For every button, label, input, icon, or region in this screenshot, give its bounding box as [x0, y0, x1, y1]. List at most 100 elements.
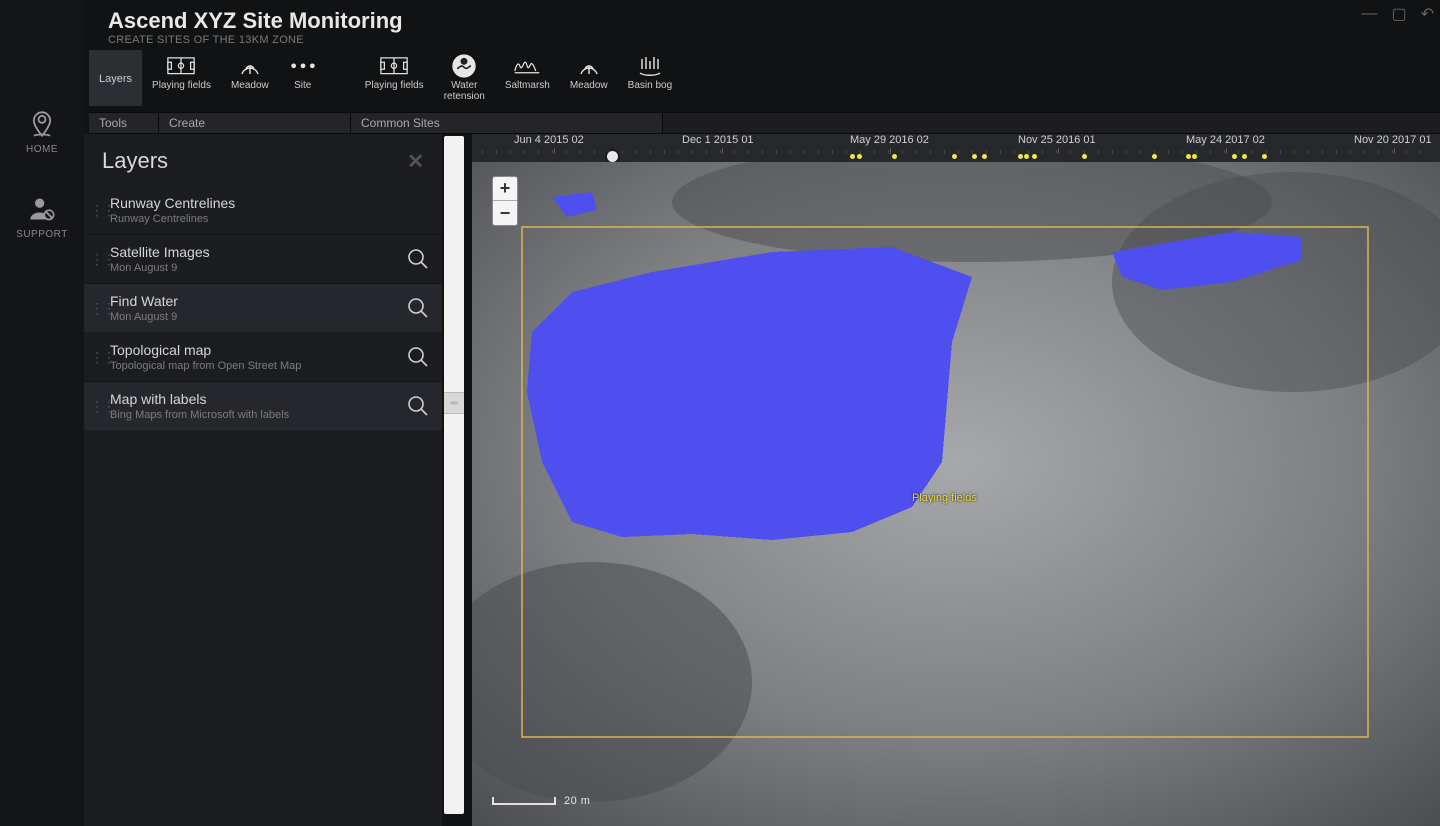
- layer-row[interactable]: ⋮⋮ Satellite Images Mon August 9: [84, 235, 442, 284]
- ribbon-playing-fields2[interactable]: Playing fields: [355, 50, 434, 106]
- magnify-icon[interactable]: [406, 247, 430, 271]
- timeline-marker[interactable]: [982, 154, 987, 159]
- drag-grip-icon[interactable]: ⋮⋮: [90, 256, 104, 262]
- zoom-in-button[interactable]: +: [493, 177, 517, 201]
- rail-support-label: SUPPORT: [16, 229, 68, 240]
- drag-grip-icon[interactable]: ⋮⋮: [90, 403, 104, 409]
- tabstrip: Tools Create Common Sites: [89, 112, 1440, 134]
- map-viewport: Jun 4 2015 02Dec 1 2015 01May 29 2016 02…: [472, 134, 1440, 826]
- tab-create[interactable]: Create: [159, 113, 351, 133]
- panel-header: Layers ✕: [84, 134, 442, 186]
- ribbon-basin-bog[interactable]: Basin bog: [618, 50, 682, 106]
- water-retension-icon: [450, 56, 478, 76]
- playing-fields2-icon: [380, 56, 408, 76]
- left-rail: HOME SUPPORT: [0, 0, 84, 826]
- slider-handle[interactable]: ═: [444, 392, 464, 414]
- basin-bog-icon: [636, 56, 664, 76]
- timeline-marker[interactable]: [952, 154, 957, 159]
- timeline-marker[interactable]: [1186, 154, 1191, 159]
- layer-subtitle: Bing Maps from Microsoft with labels: [110, 409, 406, 421]
- maximize-icon[interactable]: ▢: [1391, 4, 1406, 24]
- tab-tools[interactable]: Tools: [89, 113, 159, 133]
- timeline-marker[interactable]: [972, 154, 977, 159]
- header: Ascend XYZ Site Monitoring CREATE SITES …: [84, 0, 1440, 130]
- playing-fields-icon: [167, 56, 195, 76]
- saltmarsh-icon: [513, 56, 541, 76]
- ribbon-label: Meadow: [231, 80, 269, 91]
- layer-subtitle: Topological map from Open Street Map: [110, 360, 406, 372]
- timeline-marker[interactable]: [1082, 154, 1087, 159]
- layers-panel: Layers ✕ ⋮⋮ Runway Centrelines Runway Ce…: [84, 134, 442, 826]
- layer-row[interactable]: ⋮⋮ Map with labels Bing Maps from Micros…: [84, 382, 442, 431]
- layer-row[interactable]: ⋮⋮ Topological map Topological map from …: [84, 333, 442, 382]
- ribbon-water-retension[interactable]: Water retension: [434, 50, 495, 106]
- drag-grip-icon[interactable]: ⋮⋮: [90, 305, 104, 311]
- drag-grip-icon[interactable]: ⋮⋮: [90, 354, 104, 360]
- timeline-marker[interactable]: [1262, 154, 1267, 159]
- layer-row[interactable]: ⋮⋮ Find Water Mon August 9: [84, 284, 442, 333]
- undo-icon[interactable]: ↶: [1421, 4, 1434, 24]
- timeline-label: Nov 20 2017 01: [1354, 134, 1432, 146]
- site-icon: [289, 56, 317, 76]
- ribbon-layers[interactable]: Layers: [89, 50, 142, 106]
- layer-title: Satellite Images: [110, 244, 406, 260]
- rail-support[interactable]: SUPPORT: [16, 195, 68, 240]
- timeline-marker[interactable]: [1024, 154, 1029, 159]
- timeline-marker[interactable]: [1192, 154, 1197, 159]
- app-subtitle: CREATE SITES OF THE 13KM ZONE: [108, 34, 304, 46]
- timeline-marker[interactable]: [1018, 154, 1023, 159]
- zoom-out-button[interactable]: −: [493, 201, 517, 225]
- timeline-label: Nov 25 2016 01: [1018, 134, 1096, 146]
- drag-grip-icon[interactable]: ⋮⋮: [90, 207, 104, 213]
- magnify-icon[interactable]: [406, 198, 430, 222]
- timeline-marker[interactable]: [1152, 154, 1157, 159]
- timeline-marker[interactable]: [857, 154, 862, 159]
- ribbon-label: Basin bog: [628, 80, 672, 91]
- rail-home[interactable]: HOME: [26, 110, 58, 155]
- magnify-icon[interactable]: [406, 296, 430, 320]
- layer-subtitle: Mon August 9: [110, 262, 406, 274]
- window-controls: — ▢ ↶: [1361, 4, 1434, 24]
- site-label[interactable]: Playing fields: [912, 492, 977, 504]
- layer-list: ⋮⋮ Runway Centrelines Runway Centrelines…: [84, 186, 442, 431]
- layer-title: Map with labels: [110, 391, 406, 407]
- layer-title: Find Water: [110, 293, 406, 309]
- ribbon-layers-label: Layers: [99, 74, 132, 85]
- map-area[interactable]: + − 20 m Playing fields: [472, 162, 1440, 826]
- ribbon-saltmarsh[interactable]: Saltmarsh: [495, 50, 560, 106]
- timeline-cursor[interactable]: [607, 151, 618, 162]
- scale-bar: 20 m: [492, 792, 590, 810]
- magnify-icon[interactable]: [406, 394, 430, 418]
- ribbon-meadow[interactable]: Meadow: [221, 50, 279, 106]
- timeline-marker[interactable]: [1032, 154, 1037, 159]
- ribbon-label: Playing fields: [152, 80, 211, 91]
- minimize-icon[interactable]: —: [1361, 5, 1377, 23]
- ribbon-playing-fields[interactable]: Playing fields: [142, 50, 221, 106]
- layer-row[interactable]: ⋮⋮ Runway Centrelines Runway Centrelines: [84, 186, 442, 235]
- timeline-marker[interactable]: [1232, 154, 1237, 159]
- ribbon: Layers Playing fields Meadow Site Playing …: [89, 50, 1440, 112]
- magnify-icon[interactable]: [406, 345, 430, 369]
- timeline-label: May 24 2017 02: [1186, 134, 1265, 146]
- timeline[interactable]: Jun 4 2015 02Dec 1 2015 01May 29 2016 02…: [472, 134, 1440, 162]
- timeline-marker[interactable]: [1242, 154, 1247, 159]
- layer-title: Topological map: [110, 342, 406, 358]
- scale-bar-line: [492, 797, 556, 805]
- ribbon-site[interactable]: Site: [279, 50, 327, 106]
- support-icon: [28, 195, 56, 223]
- close-icon[interactable]: ✕: [407, 149, 424, 174]
- timeline-marker[interactable]: [892, 154, 897, 159]
- ribbon-label: Meadow: [570, 80, 608, 91]
- opacity-slider[interactable]: ═: [444, 136, 464, 814]
- ribbon-group-common: Playing fields Water retensionSaltmarsh Me…: [355, 50, 682, 106]
- timeline-label: Dec 1 2015 01: [682, 134, 754, 146]
- meadow2-icon: [575, 56, 603, 76]
- tab-common[interactable]: Common Sites: [351, 113, 663, 133]
- app-title: Ascend XYZ Site Monitoring: [108, 8, 403, 34]
- meadow-icon: [236, 56, 264, 76]
- ribbon-label: Playing fields: [365, 80, 424, 91]
- layer-subtitle: Mon August 9: [110, 311, 406, 323]
- zoom-control: + −: [492, 176, 518, 226]
- timeline-marker[interactable]: [850, 154, 855, 159]
- ribbon-meadow2[interactable]: Meadow: [560, 50, 618, 106]
